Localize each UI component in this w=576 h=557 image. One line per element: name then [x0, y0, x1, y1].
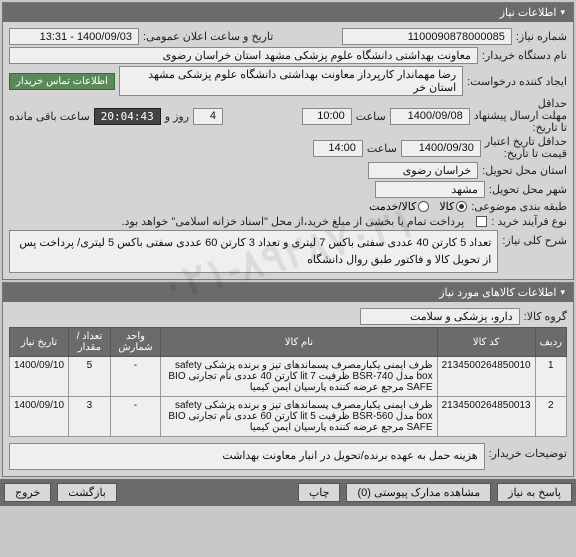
buyer-name-label: نام دستگاه خریدار:	[482, 49, 567, 62]
buyer-note-label: توضیحات خریدار:	[489, 443, 567, 460]
summary-value: تعداد 5 کارتن 40 عددی سفتی باکس 7 لیتری …	[9, 230, 498, 273]
col-name: نام کالا	[161, 328, 437, 357]
province-label: استان محل تحویل:	[482, 164, 567, 177]
city-label: شهر محل تحویل:	[489, 183, 567, 196]
remain-label: ساعت باقی مانده	[9, 110, 90, 123]
table-row[interactable]: 12134500264850010ظرف ایمنی یکبارمصرف پسم…	[10, 357, 567, 397]
cell-qty: 5	[69, 357, 111, 397]
days-value: 4	[193, 108, 223, 125]
col-date: تاریخ نیاز	[10, 328, 69, 357]
req-no-label: شماره نیاز:	[516, 30, 567, 43]
credit-label: حداقل تاریخ اعتبار قیمت تا تاریخ:	[485, 136, 567, 160]
cell-qty: 3	[69, 397, 111, 437]
purchase-type-note: پرداخت تمام یا بخشی از مبلغ خرید،از محل …	[121, 215, 464, 228]
radio-kala-label: کالا	[439, 200, 454, 213]
city-value: مشهد	[375, 181, 485, 198]
exit-button[interactable]: خروج	[4, 483, 51, 502]
col-qty: تعداد / مقدار	[69, 328, 111, 357]
radio-kala-khedmat[interactable]: کالا/خدمت	[369, 200, 429, 213]
deadline-date: 1400/09/08	[390, 108, 470, 125]
back-button[interactable]: بازگشت	[57, 483, 117, 502]
cell-name: ظرف ایمنی یکبارمصرف پسماندهای تیز و برند…	[161, 357, 437, 397]
view-docs-button[interactable]: مشاهده مدارک پیوستی (0)	[346, 483, 491, 502]
print-button[interactable]: چاپ	[298, 483, 341, 502]
province-value: خراسان رضوی	[368, 162, 478, 179]
items-panel-body: گروه کالا: دارو، پزشکی و سلامت ردیف کد ک…	[3, 302, 573, 476]
days-label: روز و	[165, 110, 189, 123]
footer-bar: پاسخ به نیاز مشاهده مدارک پیوستی (0) چاپ…	[0, 479, 576, 506]
category-label: طبقه بندی موضوعی:	[471, 200, 567, 213]
cell-idx: 2	[535, 397, 566, 437]
radio-icon	[418, 201, 429, 212]
cell-code: 2134500264850010	[437, 357, 535, 397]
table-row[interactable]: 22134500264850013ظرف ایمنی یکبارمصرف پسم…	[10, 397, 567, 437]
checkbox-icon	[476, 216, 487, 227]
info-panel-header[interactable]: ▾ اطلاعات نیاز	[3, 3, 573, 22]
info-panel-title: اطلاعات نیاز	[500, 6, 557, 19]
announce-label: تاریخ و ساعت اعلان عمومی:	[143, 30, 273, 43]
countdown-timer: 20:04:43	[94, 108, 161, 125]
items-panel: ▾ اطلاعات کالاهای مورد نیاز گروه کالا: د…	[2, 282, 574, 477]
announce-value: 1400/09/03 - 13:31	[9, 28, 139, 45]
cell-date: 1400/09/10	[10, 357, 69, 397]
info-panel-body: شماره نیاز: 1100090878000085 تاریخ و ساع…	[3, 22, 573, 279]
purchase-type-check[interactable]	[476, 216, 487, 227]
credit-time-label: ساعت	[367, 142, 397, 155]
buyer-name-value: معاونت بهداشتی دانشگاه علوم پزشکی مشهد ا…	[9, 47, 478, 64]
radio-icon	[456, 201, 467, 212]
cell-idx: 1	[535, 357, 566, 397]
items-panel-header[interactable]: ▾ اطلاعات کالاهای مورد نیاز	[3, 283, 573, 302]
items-table-header-row: ردیف کد کالا نام کالا واحد شمارش تعداد /…	[10, 328, 567, 357]
radio-kala-khedmat-label: کالا/خدمت	[369, 200, 416, 213]
respond-button[interactable]: پاسخ به نیاز	[497, 483, 572, 502]
group-label: گروه کالا:	[524, 310, 567, 323]
req-no-value: 1100090878000085	[342, 28, 512, 45]
purchase-type-label: نوع فرآیند خرید :	[491, 215, 567, 228]
col-code: کد کالا	[437, 328, 535, 357]
items-panel-title: اطلاعات کالاهای مورد نیاز	[439, 286, 556, 299]
group-value: دارو، پزشکی و سلامت	[360, 308, 520, 325]
summary-label: شرح کلی نیاز:	[502, 230, 567, 247]
deadline-time-label: ساعت	[356, 110, 386, 123]
cell-date: 1400/09/10	[10, 397, 69, 437]
credit-date: 1400/09/30	[401, 140, 481, 157]
radio-kala[interactable]: کالا	[439, 200, 467, 213]
items-table: ردیف کد کالا نام کالا واحد شمارش تعداد /…	[9, 327, 567, 437]
credit-time: 14:00	[313, 140, 363, 157]
contact-buyer-button[interactable]: اطلاعات تماس خریدار	[9, 73, 115, 90]
cell-unit: -	[110, 357, 160, 397]
cell-name: ظرف ایمنی یکبارمصرف پسماندهای تیز و برند…	[161, 397, 437, 437]
creator-label: ایجاد کننده درخواست:	[467, 75, 567, 88]
col-unit: واحد شمارش	[110, 328, 160, 357]
info-panel: ▾ اطلاعات نیاز شماره نیاز: 1100090878000…	[2, 2, 574, 280]
cell-code: 2134500264850013	[437, 397, 535, 437]
chevron-icon: ▾	[560, 7, 565, 18]
chevron-icon: ▾	[560, 287, 565, 298]
col-idx: ردیف	[535, 328, 566, 357]
deadline-time: 10:00	[302, 108, 352, 125]
deadline-label: حداقل مهلت ارسال پیشنهاد تا تاریخ:	[474, 98, 567, 134]
creator-value: رضا مهماندار کارپرداز معاونت بهداشتی دان…	[119, 66, 463, 96]
buyer-note-value: هزینه حمل به عهده برنده/تحویل در انبار م…	[9, 443, 485, 470]
cell-unit: -	[110, 397, 160, 437]
